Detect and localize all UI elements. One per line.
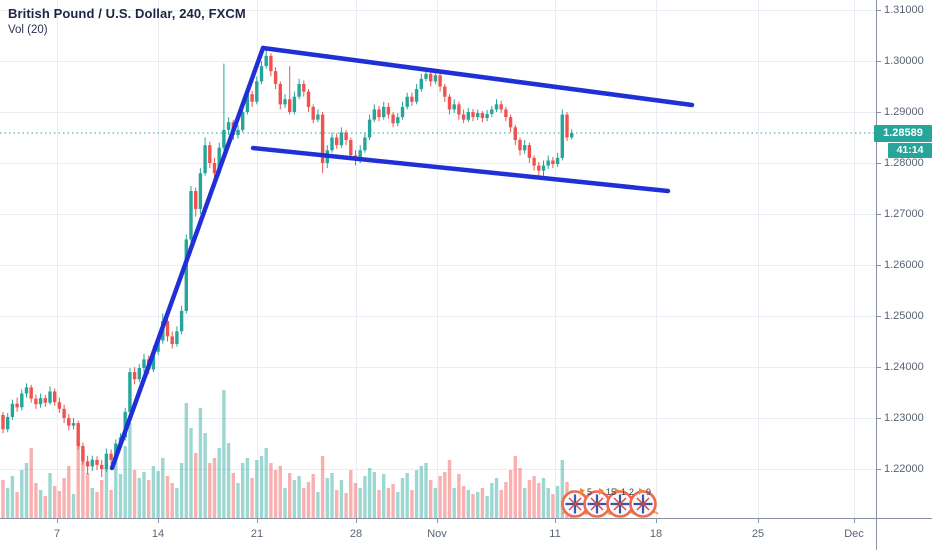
time-axis-label: 14 [151, 528, 165, 540]
price-axis-label: 1.23000 [884, 412, 924, 424]
svg-text:2: 2 [629, 487, 634, 497]
bar-countdown-badge: 41:14 [888, 142, 932, 158]
time-axis-label: 11 [549, 528, 561, 540]
price-axis-label: 1.30000 [884, 55, 924, 67]
svg-text:1: 1 [621, 487, 626, 497]
volume-bars [1, 390, 574, 518]
time-axis-label: 28 [349, 528, 363, 540]
price-axis-label: 1.22000 [884, 463, 924, 475]
svg-text:15: 15 [606, 487, 616, 497]
candlesticks [1, 48, 574, 478]
price-axis-label: 1.27000 [884, 208, 924, 220]
time-axis-label: 18 [649, 528, 663, 540]
time-axis-label: 7 [53, 528, 61, 540]
time-axis-label: Nov [427, 528, 447, 540]
price-axis-label: 1.31000 [884, 4, 924, 16]
time-axis-label: 25 [751, 528, 765, 540]
svg-text:5: 5 [587, 487, 592, 497]
price-axis-label: 1.25000 [884, 310, 924, 322]
svg-text:9: 9 [646, 487, 651, 497]
price-axis-label: 1.24000 [884, 361, 924, 373]
uk-roundel-stickers: 5 15 1 2 9 [561, 487, 659, 518]
time-axis-label: 21 [250, 528, 264, 540]
current-price-badge: 1.28589 [874, 124, 932, 142]
grid-lines [0, 0, 876, 518]
trend-line-drawings[interactable] [109, 45, 695, 471]
time-axis-label: Dec [844, 528, 864, 540]
price-axis-label: 1.28000 [884, 157, 924, 169]
price-axis-label: 1.29000 [884, 106, 924, 118]
price-axis-label: 1.26000 [884, 259, 924, 271]
